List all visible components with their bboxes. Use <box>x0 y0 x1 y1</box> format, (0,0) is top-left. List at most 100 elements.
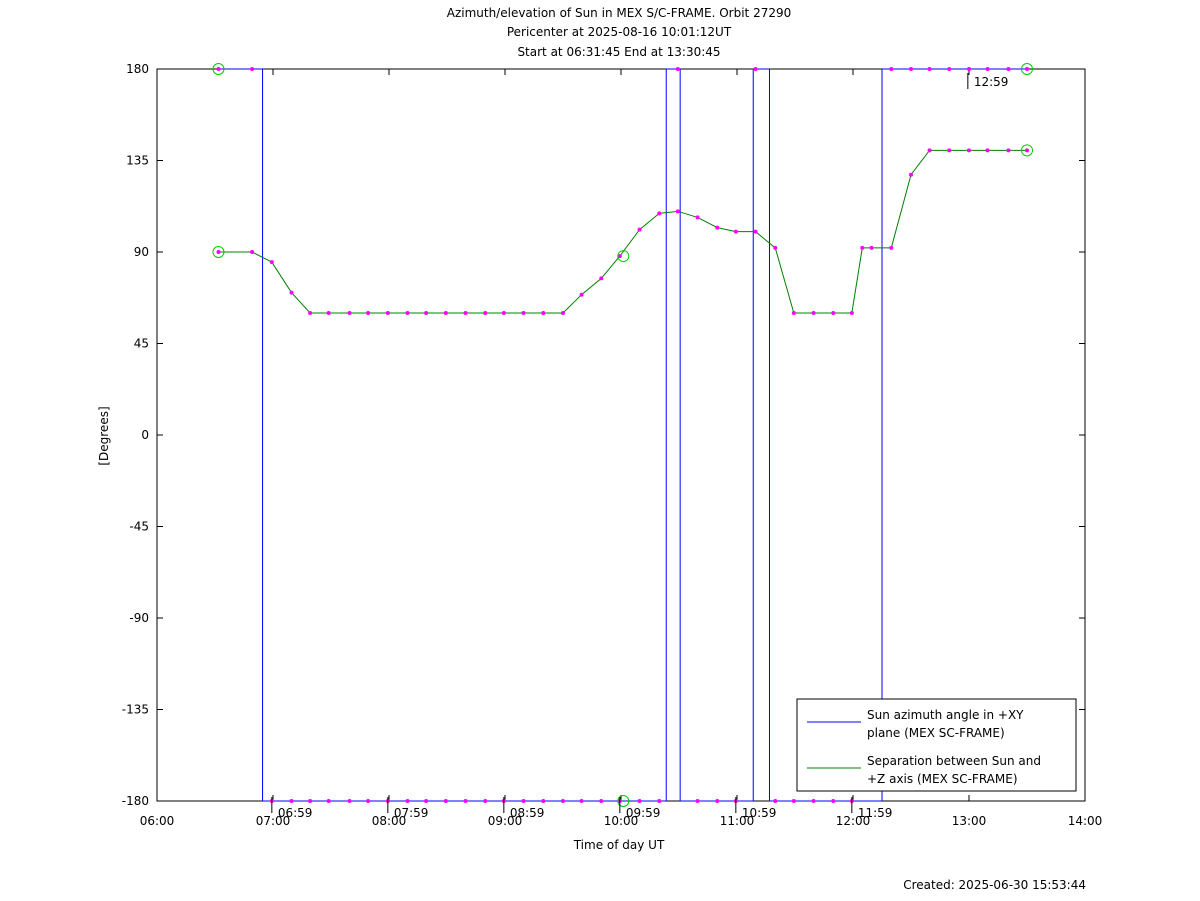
data-point <box>637 227 642 232</box>
data-point <box>1006 67 1011 71</box>
highlight-circle <box>617 250 630 263</box>
y-tick-label: 135 <box>126 154 149 168</box>
x-tick-label: 14:00 <box>1068 814 1103 828</box>
data-point <box>860 245 865 250</box>
annotation-label: 12:59 <box>974 75 1009 89</box>
data-point <box>831 311 836 315</box>
x-tick-label: 10:00 <box>604 814 639 828</box>
y-tick-label: 90 <box>134 245 149 259</box>
data-point <box>791 311 796 315</box>
annotation: 11:59 <box>851 797 893 820</box>
data-point <box>599 276 604 281</box>
data-point <box>483 799 488 803</box>
y-tick-label: 45 <box>134 337 149 351</box>
data-point <box>1006 148 1011 153</box>
data-point <box>657 799 662 803</box>
data-point <box>289 799 294 803</box>
data-point <box>695 215 700 220</box>
data-point <box>308 311 313 315</box>
data-point <box>250 250 255 254</box>
data-point <box>617 254 622 259</box>
data-point <box>967 67 971 71</box>
highlight-circle <box>1021 63 1033 75</box>
chart-title: Azimuth/elevation of Sun in MEX S/C-FRAM… <box>447 6 792 20</box>
data-point <box>715 225 720 230</box>
annotation-label: 06:59 <box>278 806 313 820</box>
annotation-label: 09:59 <box>626 806 661 820</box>
data-point <box>1025 67 1029 71</box>
data-point <box>831 799 836 803</box>
footer: Created: 2025-06-30 15:53:44 <box>903 878 1086 892</box>
data-point <box>791 799 796 803</box>
data-point <box>849 311 854 315</box>
data-point <box>753 229 758 234</box>
data-point <box>463 799 468 803</box>
y-tick-label: -90 <box>129 611 149 625</box>
data-point <box>269 260 274 265</box>
data-point <box>773 799 778 803</box>
data-point <box>521 799 526 803</box>
data-point <box>657 211 662 216</box>
x-tick-label: 08:00 <box>372 814 407 828</box>
annotation-label: 11:59 <box>858 806 893 820</box>
y-axis-label: [Degrees] <box>97 406 111 465</box>
y-tick-label: 180 <box>126 62 149 76</box>
highlight-circle <box>617 795 630 807</box>
legend-box <box>796 698 1077 792</box>
x-axis-label: Time of day UT <box>573 838 665 852</box>
data-point <box>216 67 221 71</box>
data-point <box>985 67 990 71</box>
x-tick-label: 12:00 <box>836 814 871 828</box>
highlight-circle <box>212 246 225 258</box>
data-point <box>405 311 410 315</box>
annotation: 08:59 <box>503 797 545 820</box>
data-point <box>347 799 352 803</box>
data-point <box>250 67 255 71</box>
series-line <box>218 68 1027 802</box>
annotation: 10:59 <box>735 797 776 820</box>
data-point <box>985 148 990 153</box>
annotation-label: 08:59 <box>510 806 545 820</box>
data-point <box>216 250 221 254</box>
data-point <box>889 245 894 250</box>
data-point <box>715 799 720 803</box>
highlight-circle <box>212 63 225 75</box>
data-point <box>695 799 700 803</box>
chart-subtitle: Start at 06:31:45 End at 13:30:45 <box>517 45 720 59</box>
data-point <box>869 245 874 250</box>
y-tick-label: -180 <box>122 794 149 808</box>
data-point <box>1025 148 1029 153</box>
data-point <box>541 799 546 803</box>
data-point <box>308 799 313 803</box>
data-point <box>579 292 584 297</box>
data-point <box>811 799 816 803</box>
data-point <box>443 799 448 803</box>
data-point <box>326 311 331 315</box>
data-point <box>501 311 506 315</box>
data-point <box>947 67 952 71</box>
data-point <box>424 799 429 803</box>
annotation: 12:59 <box>967 73 1009 89</box>
data-point <box>366 311 371 315</box>
data-point <box>889 67 894 71</box>
data-point <box>561 799 565 803</box>
data-point <box>405 799 410 803</box>
data-point <box>753 67 758 71</box>
data-point <box>967 148 971 153</box>
annotation-label: 07:59 <box>394 806 429 820</box>
data-point <box>733 229 738 234</box>
data-point <box>599 799 604 803</box>
data-point <box>637 799 642 803</box>
data-point <box>424 311 429 315</box>
data-point <box>675 67 680 71</box>
annotation: 09:59 <box>619 797 661 820</box>
data-point <box>947 148 952 153</box>
data-point <box>927 67 932 71</box>
data-point <box>541 311 546 315</box>
data-point <box>463 311 468 315</box>
x-tick-label: 07:00 <box>256 814 291 828</box>
data-point <box>579 799 584 803</box>
x-tick-label: 13:00 <box>952 814 987 828</box>
data-point <box>811 311 816 315</box>
